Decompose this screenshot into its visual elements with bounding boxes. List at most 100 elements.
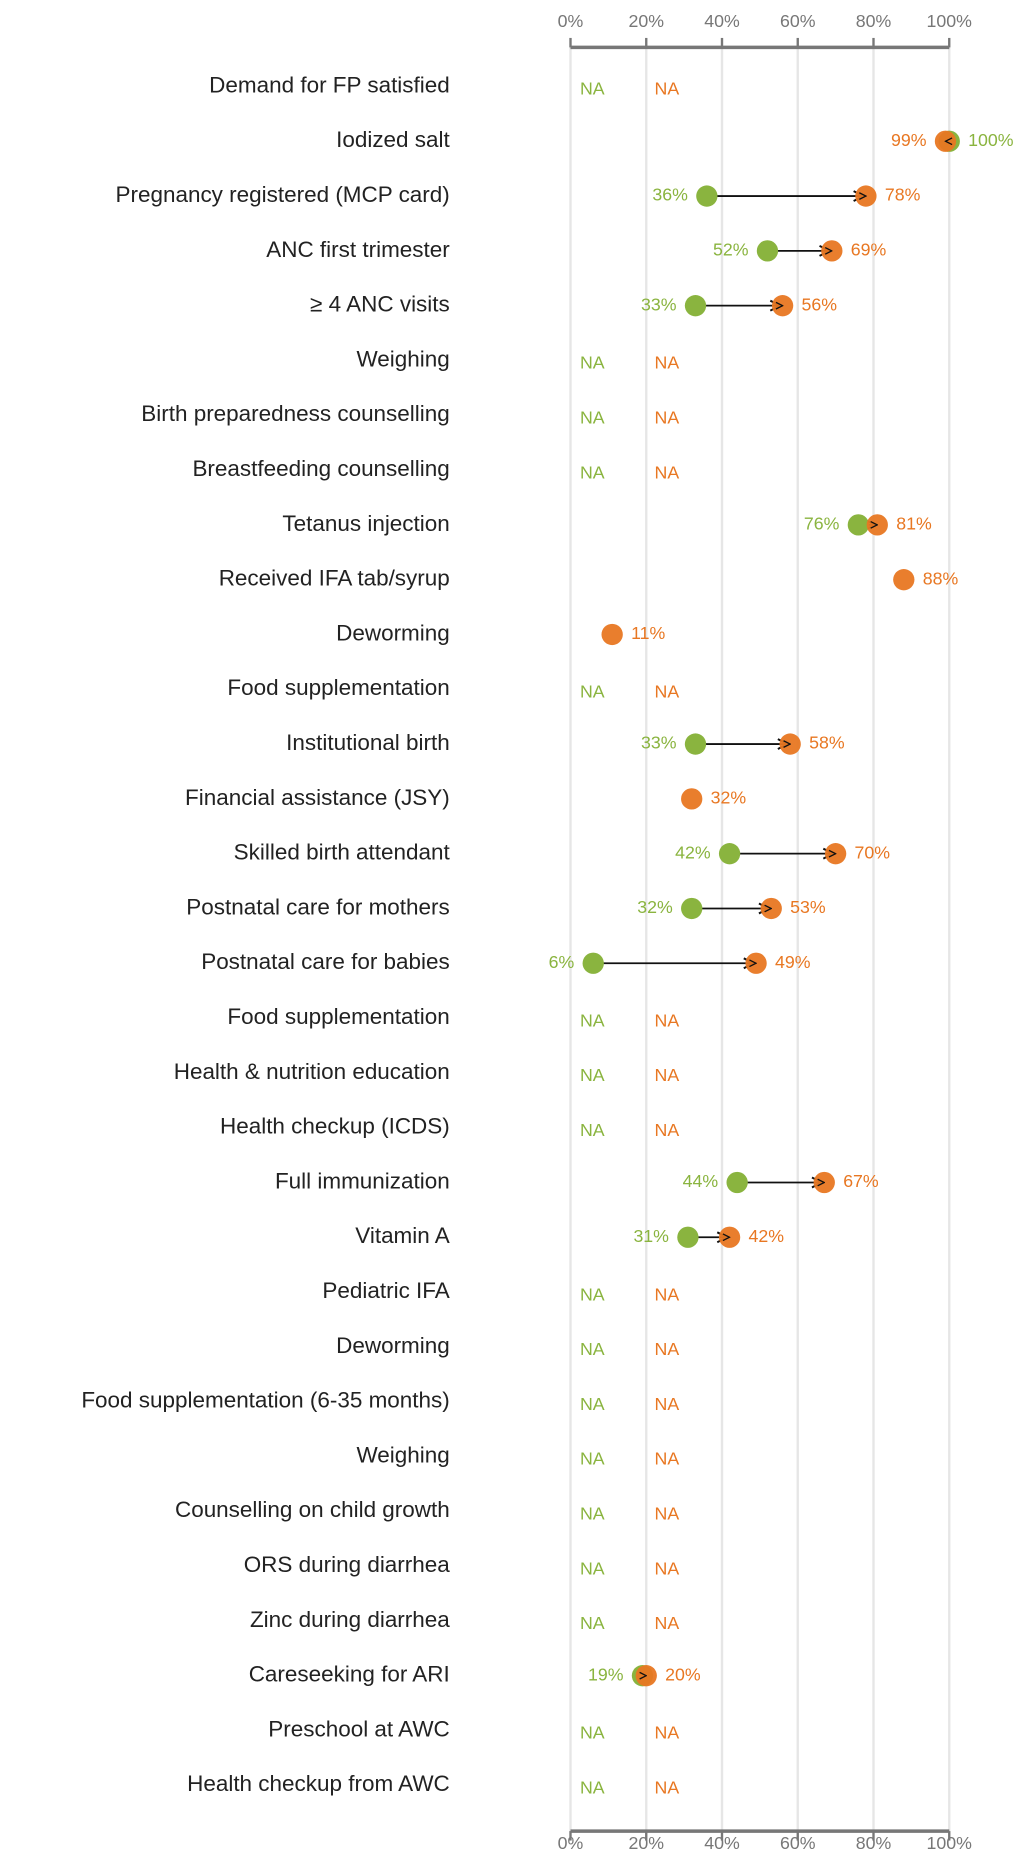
- category-label: Demand for FP satisfied: [209, 72, 450, 97]
- value-label: 44%: [683, 1171, 719, 1191]
- category-label: Preschool at AWC: [268, 1716, 449, 1741]
- category-label: Deworming: [336, 1333, 450, 1358]
- x-tick-label: 60%: [780, 11, 816, 31]
- value-label: 100%: [968, 130, 1014, 150]
- x-tick-label: 0%: [558, 1833, 584, 1853]
- category-label: Postnatal care for babies: [201, 949, 450, 974]
- na-label: NA: [655, 408, 680, 428]
- value-label: 99%: [891, 130, 927, 150]
- dot: [635, 1665, 657, 1687]
- value-label: 31%: [633, 1226, 669, 1246]
- category-label: Counselling on child growth: [175, 1497, 450, 1522]
- na-label: NA: [580, 1723, 605, 1743]
- value-label: 6%: [549, 952, 575, 972]
- x-tick-label: 20%: [628, 1833, 664, 1853]
- dot: [756, 240, 779, 262]
- value-label: 70%: [855, 842, 891, 862]
- category-label: Received IFA tab/syrup: [219, 566, 450, 591]
- category-label: Weighing: [357, 346, 450, 371]
- value-label: 69%: [851, 240, 887, 260]
- na-label: NA: [580, 1065, 605, 1085]
- category-label: Institutional birth: [286, 730, 450, 755]
- dot: [677, 1226, 699, 1248]
- na-label: NA: [580, 1613, 605, 1633]
- category-label: Birth preparedness counselling: [141, 401, 450, 426]
- na-label: NA: [580, 682, 605, 702]
- dot: [684, 733, 707, 755]
- na-label: NA: [655, 79, 680, 99]
- na-label: NA: [655, 1010, 680, 1030]
- x-tick-label: 100%: [927, 1833, 973, 1853]
- value-label: 42%: [749, 1226, 785, 1246]
- value-label: 78%: [885, 185, 921, 205]
- category-label: Postnatal care for mothers: [186, 894, 450, 919]
- category-label: Skilled birth attendant: [234, 840, 451, 865]
- x-tick-label: 80%: [856, 1833, 892, 1853]
- na-label: NA: [580, 1778, 605, 1798]
- na-label: NA: [655, 1120, 680, 1140]
- na-label: NA: [580, 1394, 605, 1414]
- category-label: Health checkup from AWC: [187, 1771, 450, 1796]
- dot: [821, 240, 843, 262]
- na-label: NA: [580, 1120, 605, 1140]
- dot: [847, 514, 870, 536]
- na-label: NA: [655, 1723, 680, 1743]
- na-label: NA: [655, 353, 680, 373]
- x-tick-label: 80%: [856, 11, 892, 31]
- na-label: NA: [580, 79, 605, 99]
- value-label: 32%: [711, 788, 747, 808]
- category-label: Deworming: [336, 620, 450, 645]
- dot: [696, 185, 718, 207]
- value-label: 49%: [775, 952, 811, 972]
- na-label: NA: [580, 408, 605, 428]
- category-label: ANC first trimester: [266, 237, 450, 262]
- value-label: 36%: [652, 185, 688, 205]
- value-label: 81%: [896, 514, 932, 534]
- dot: [601, 623, 623, 646]
- value-label: 58%: [809, 733, 845, 753]
- na-label: NA: [655, 1778, 680, 1798]
- dot: [726, 1171, 748, 1194]
- dot: [718, 843, 741, 865]
- category-label: Tetanus injection: [282, 511, 449, 536]
- category-label: Careseeking for ARI: [249, 1662, 450, 1687]
- category-label: Food supplementation: [227, 675, 449, 700]
- x-tick-label: 0%: [558, 11, 584, 31]
- category-label: Health & nutrition education: [174, 1059, 450, 1084]
- category-label: Breastfeeding counselling: [192, 456, 449, 481]
- na-label: NA: [580, 1504, 605, 1524]
- na-label: NA: [655, 1449, 680, 1469]
- x-tick-label: 40%: [704, 1833, 740, 1853]
- x-tick-label: 60%: [780, 1833, 816, 1853]
- na-label: NA: [580, 1010, 605, 1030]
- na-label: NA: [580, 1339, 605, 1359]
- value-label: 42%: [675, 842, 711, 862]
- na-label: NA: [655, 1558, 680, 1578]
- dot: [681, 788, 703, 810]
- x-tick-label: 40%: [704, 11, 740, 31]
- dot: [824, 843, 847, 865]
- category-label: Zinc during diarrhea: [250, 1607, 450, 1632]
- dot: [684, 295, 707, 317]
- value-label: 19%: [588, 1664, 624, 1684]
- x-tick-label: 100%: [927, 11, 973, 31]
- na-label: NA: [655, 1394, 680, 1414]
- category-label: ≥ 4 ANC visits: [310, 292, 450, 317]
- na-label: NA: [655, 1065, 680, 1085]
- dot: [681, 897, 703, 920]
- dot: [866, 514, 888, 536]
- na-label: NA: [655, 462, 680, 482]
- value-label: 56%: [802, 294, 838, 314]
- na-label: NA: [580, 462, 605, 482]
- category-label: Full immunization: [275, 1168, 450, 1193]
- value-label: 33%: [641, 294, 677, 314]
- value-label: 88%: [923, 568, 959, 588]
- na-label: NA: [655, 1339, 680, 1359]
- value-label: 11%: [631, 623, 665, 643]
- value-label: 67%: [843, 1171, 879, 1191]
- category-label: Financial assistance (JSY): [185, 785, 450, 810]
- na-label: NA: [580, 353, 605, 373]
- value-label: 33%: [641, 733, 677, 753]
- na-label: NA: [655, 1284, 680, 1304]
